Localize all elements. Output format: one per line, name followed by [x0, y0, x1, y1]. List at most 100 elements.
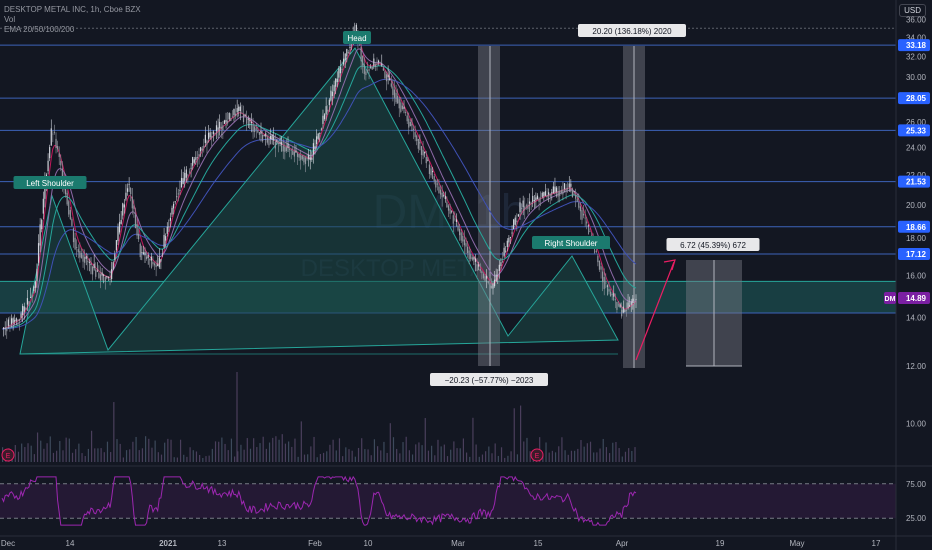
volume-bar: [262, 436, 264, 462]
candle-body: [180, 177, 183, 188]
volume-bar: [119, 443, 121, 462]
volume-bar: [558, 446, 560, 462]
volume-bar: [46, 443, 48, 462]
candle-body: [101, 272, 103, 276]
candle-body: [279, 142, 281, 144]
candle-body: [201, 148, 203, 151]
volume-bar: [577, 448, 579, 462]
volume-bar: [402, 442, 404, 462]
candle-body: [541, 192, 543, 197]
volume-bar: [122, 457, 124, 462]
volume-bar: [459, 448, 461, 462]
volume-bar: [510, 451, 512, 462]
candle-body: [567, 187, 569, 190]
volume-bar: [65, 437, 67, 462]
volume-bar: [418, 442, 420, 462]
volume-bar: [151, 447, 153, 462]
candle-body: [617, 304, 620, 306]
volume-bar: [322, 452, 325, 462]
candle-body: [576, 199, 578, 202]
candle-body: [141, 252, 143, 254]
volume-bar: [148, 438, 150, 462]
volume-bar: [68, 438, 70, 462]
rsi-tick-label: 75.00: [906, 480, 927, 489]
candle-body: [287, 143, 289, 149]
volume-bar: [599, 448, 601, 462]
volume-bar: [564, 450, 566, 462]
candle-body: [88, 262, 90, 263]
candle-body: [139, 243, 141, 258]
level-badge-label: 21.53: [906, 178, 927, 187]
candle-body: [552, 186, 554, 193]
candle-body: [519, 202, 521, 213]
volume-bar: [24, 447, 26, 462]
price-tick-label: 20.00: [906, 201, 927, 210]
label-right-shoulder-bg: [532, 236, 610, 249]
volume-bar: [523, 441, 525, 462]
time-tick-label: 2021: [159, 539, 177, 548]
candle-body: [503, 247, 505, 257]
candle-body: [498, 264, 500, 271]
volume-bar: [450, 449, 452, 462]
volume-bar: [90, 430, 93, 462]
candle-body: [479, 268, 481, 271]
candle-body: [317, 133, 319, 139]
candle-body: [176, 196, 178, 198]
candle-body: [486, 275, 488, 279]
candle-body: [268, 138, 270, 146]
candle-body: [42, 198, 44, 214]
candle-body: [244, 114, 246, 117]
candle-body: [614, 299, 616, 301]
rsi-band: [0, 483, 896, 519]
candle-body: [384, 71, 386, 79]
candle-body: [228, 112, 230, 120]
candle-body: [136, 224, 138, 236]
currency-button[interactable]: USD: [899, 4, 926, 17]
candle-body: [441, 192, 443, 198]
candle-body: [219, 121, 221, 129]
label-left-shoulder: Left Shoulder: [26, 179, 74, 188]
price-tick-label: 26.00: [906, 118, 927, 127]
candle-body: [166, 226, 168, 234]
candle-body: [133, 205, 135, 209]
volume-bar: [434, 455, 436, 462]
volume-bar: [233, 456, 236, 462]
candle-body: [207, 132, 210, 139]
candle-body: [123, 204, 125, 208]
candle-body: [6, 326, 8, 332]
candle-body: [84, 256, 86, 263]
volume-bar: [246, 438, 248, 462]
candle-body: [44, 181, 46, 199]
candle-body: [28, 301, 30, 305]
volume-bar: [345, 447, 347, 462]
candle-body: [211, 135, 213, 138]
candle-body: [355, 24, 357, 33]
volume-bar: [288, 441, 290, 462]
candle-body: [134, 214, 137, 229]
candle-body: [41, 219, 43, 230]
candle-body: [344, 53, 346, 61]
candle-body: [452, 215, 454, 224]
candle-body: [203, 145, 205, 148]
candle-body: [401, 105, 404, 110]
candle-body: [387, 74, 389, 78]
candle-body: [622, 306, 624, 313]
candle-body: [193, 159, 195, 163]
volume-bar: [488, 446, 490, 462]
volume-bar: [240, 444, 242, 462]
candle-body: [31, 294, 33, 298]
candle-body: [557, 191, 559, 197]
candle-body: [4, 327, 6, 329]
candle-body: [331, 91, 334, 96]
volume-bar: [367, 449, 369, 462]
volume-bar: [386, 452, 388, 462]
volume-bar: [338, 438, 341, 462]
candle-body: [277, 143, 280, 144]
candle-body: [220, 126, 222, 129]
volume-bar: [332, 439, 334, 462]
candle-body: [406, 115, 408, 122]
volume-bar: [615, 441, 617, 462]
level-badge-label: 17.12: [906, 250, 927, 259]
candle-body: [103, 274, 105, 277]
